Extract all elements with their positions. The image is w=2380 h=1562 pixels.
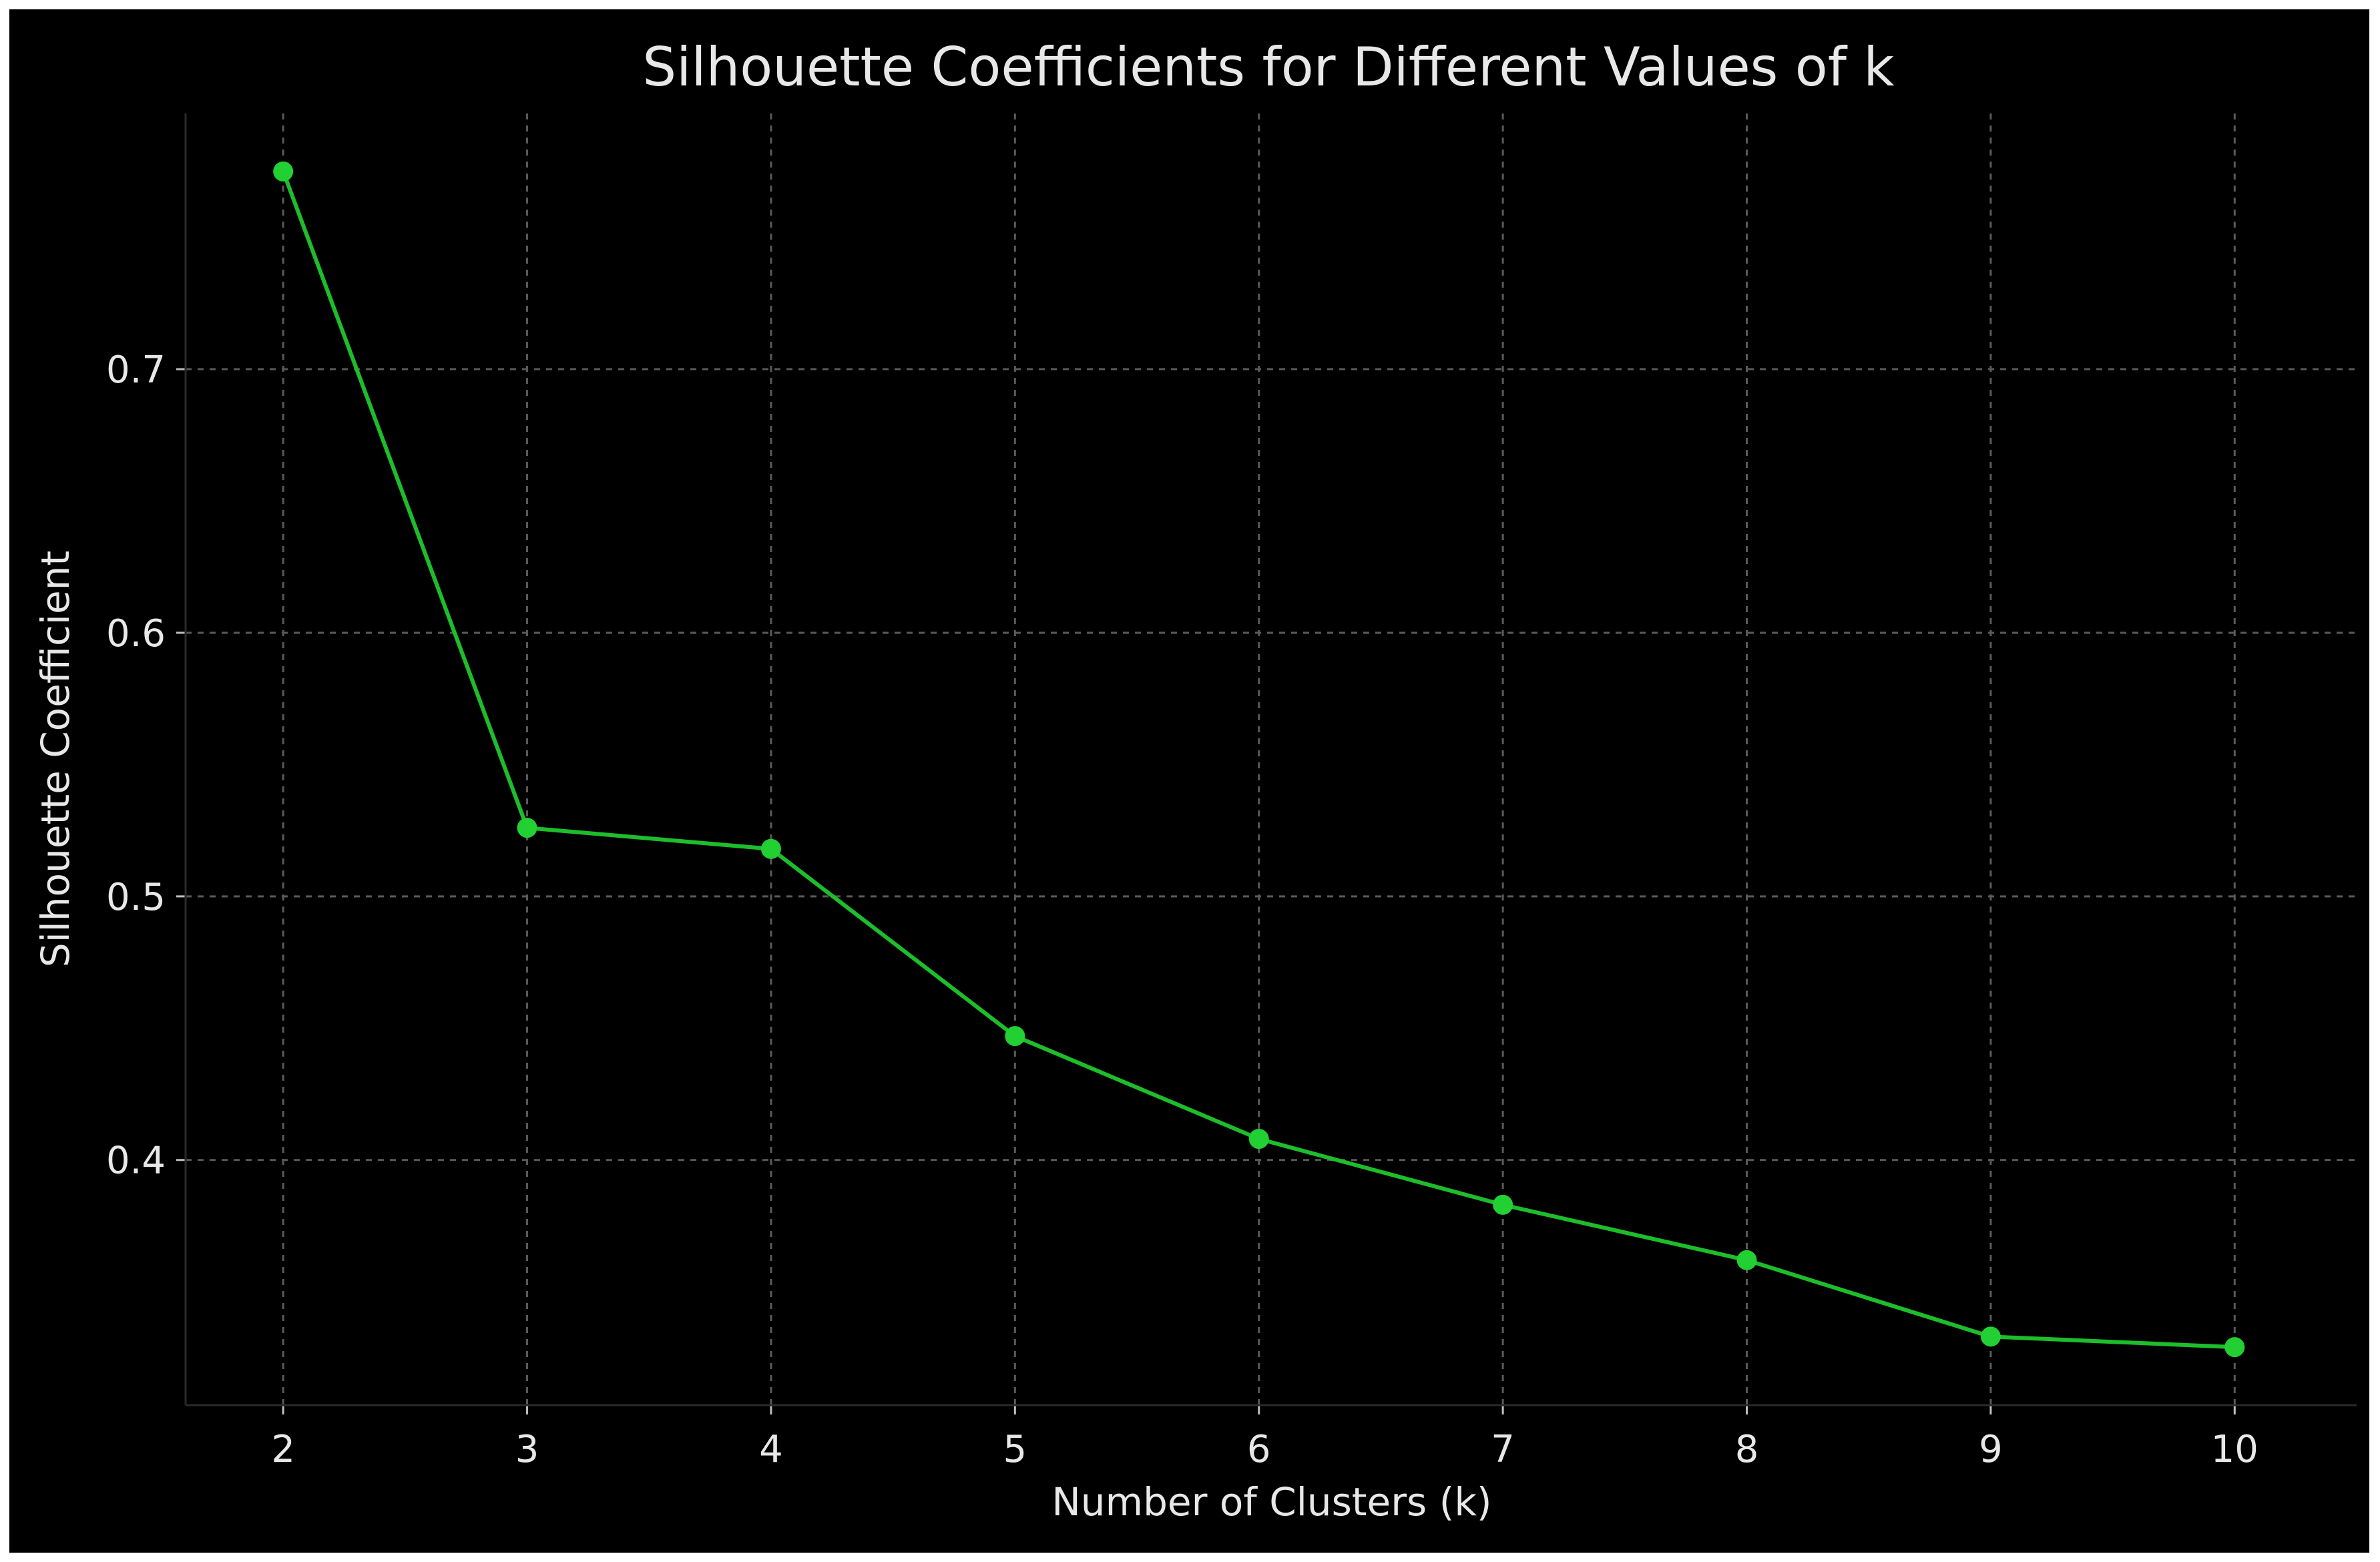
- data-point: [1493, 1194, 1513, 1215]
- data-point: [2224, 1337, 2245, 1358]
- axes: [176, 113, 2357, 1414]
- y-tick-labels: 0.4 0.5 0.6 0.7: [106, 348, 166, 1183]
- x-tick-label: 5: [1003, 1428, 1027, 1471]
- x-tick-label: 10: [2211, 1428, 2258, 1471]
- chart-background: [9, 9, 2369, 1553]
- chart-title: Silhouette Coefficients for Different Va…: [642, 36, 1895, 98]
- x-tick-label: 4: [759, 1428, 783, 1471]
- data-series: [273, 161, 2245, 1358]
- x-tick-label: 7: [1491, 1428, 1515, 1471]
- x-tick-label: 3: [515, 1428, 539, 1471]
- data-point: [517, 818, 537, 838]
- y-tick-label: 0.7: [106, 348, 166, 392]
- x-tick-label: 2: [271, 1428, 295, 1471]
- x-tick-label: 6: [1247, 1428, 1271, 1471]
- y-tick-label: 0.5: [106, 876, 166, 919]
- y-axis-label: Silhouette Coefficient: [33, 551, 78, 967]
- grid-lines: [186, 113, 2357, 1405]
- x-tick-label: 8: [1735, 1428, 1759, 1471]
- data-point: [1980, 1326, 2001, 1347]
- data-point: [1248, 1129, 1269, 1149]
- y-tick-label: 0.6: [106, 612, 166, 656]
- data-point: [273, 161, 294, 182]
- x-axis-label: Number of Clusters (k): [1051, 1479, 1491, 1525]
- data-point: [1005, 1026, 1025, 1047]
- x-tick-labels: 2 3 4 5 6 7 8 9 10: [271, 1428, 2258, 1471]
- data-point: [760, 838, 781, 859]
- y-tick-label: 0.4: [106, 1139, 166, 1183]
- data-point: [1736, 1250, 1757, 1270]
- x-tick-label: 9: [1979, 1428, 2003, 1471]
